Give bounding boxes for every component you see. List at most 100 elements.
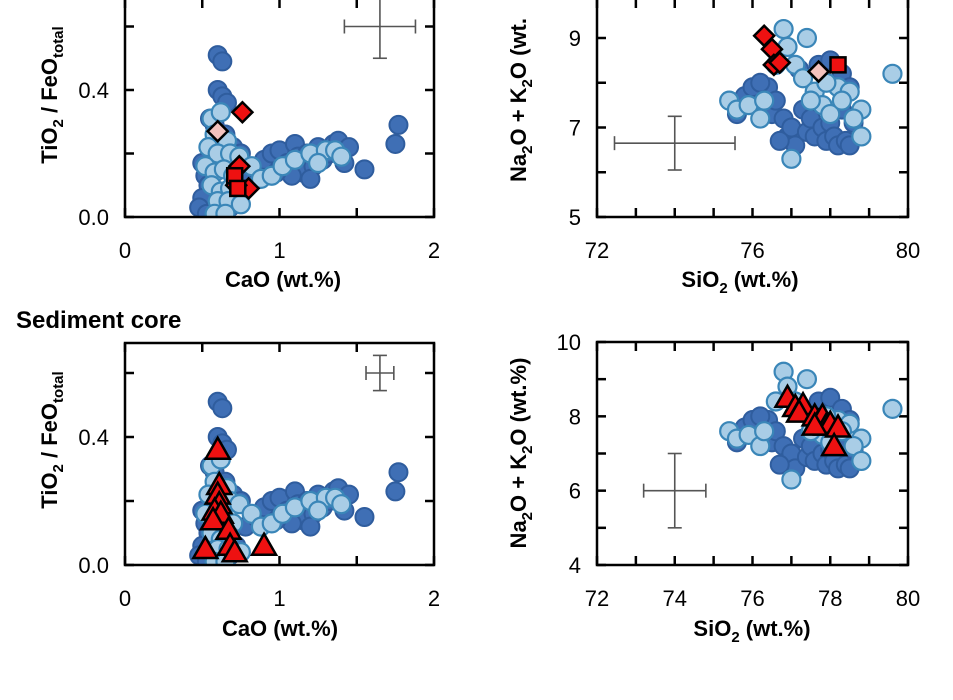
error-bar [642, 452, 707, 529]
x-tick-label: 0 [119, 238, 131, 263]
x-tick-label: 80 [896, 238, 920, 263]
plot-frame [595, 0, 910, 219]
plot-frame [123, 341, 436, 567]
series-triangle-red [773, 383, 853, 457]
x-tick-label: 76 [740, 238, 764, 263]
panel-top-right: 72 76 80 5 7 9 [569, 0, 920, 263]
plot-frame [123, 0, 436, 219]
top-left-ylabel: TiO2 / FeOtotal [37, 26, 67, 163]
data-point [882, 398, 903, 419]
y-tick-label: 7 [569, 116, 581, 141]
data-point [851, 126, 872, 147]
data-point [820, 103, 841, 125]
y-tick-label: 5 [569, 205, 581, 230]
data-point [750, 108, 771, 129]
top-right-ylabel: Na2O + K2O (wt. [506, 18, 536, 182]
data-point [823, 412, 853, 438]
series-circle-light_blue [195, 102, 352, 217]
bottom-right-ylabel: Na2O + K2O (wt.%) [506, 358, 536, 549]
bottom-left-ylabel: TiO2 / FeOtotal [37, 371, 67, 508]
data-point [308, 152, 329, 174]
data-point [773, 18, 794, 40]
x-tick-label: 72 [585, 238, 609, 263]
points-layer [719, 18, 903, 169]
y-tick-label: 6 [569, 479, 581, 504]
points-layer [189, 45, 409, 217]
data-point [388, 114, 409, 135]
data-point [308, 500, 329, 521]
data-point [784, 398, 814, 423]
y-tick-label: 0.0 [78, 205, 109, 230]
x-tick-label: 72 [585, 586, 609, 611]
data-point [215, 203, 236, 217]
data-point [212, 398, 233, 419]
data-point [385, 481, 406, 502]
data-point [212, 51, 233, 72]
x-tick-label: 2 [428, 238, 440, 263]
points-layer [189, 391, 409, 565]
data-point [385, 133, 406, 154]
data-point [792, 68, 814, 89]
data-point [198, 505, 228, 531]
data-point [882, 63, 903, 84]
x-tick-label: 1 [273, 586, 285, 611]
data-point [781, 148, 802, 169]
series-square-red [829, 56, 847, 74]
y-tick-label: 0.4 [78, 78, 109, 103]
data-point [331, 146, 352, 167]
data-point [203, 435, 232, 461]
error-bar [365, 354, 395, 392]
data-point [754, 421, 775, 442]
data-point [781, 469, 802, 490]
data-point [191, 534, 220, 560]
data-point [800, 90, 821, 111]
y-tick-label: 0.4 [78, 425, 109, 450]
top-right-xlabel: SiO2 (wt.%) [681, 267, 798, 297]
x-tick-label: 78 [818, 586, 842, 611]
data-point [800, 411, 829, 436]
data-point [796, 369, 818, 390]
series-circle-light_blue [719, 18, 903, 169]
panel-top-left: 0 1 2 0.0 0.4 [78, 0, 440, 263]
error-bar [343, 0, 417, 60]
x-tick-label: 74 [663, 586, 687, 611]
x-tick-label: 76 [740, 586, 764, 611]
x-tick-label: 80 [896, 586, 920, 611]
series-triangle-red [191, 435, 279, 563]
data-point [796, 27, 818, 49]
data-point [229, 179, 247, 198]
data-point [767, 50, 792, 75]
data-point [851, 450, 872, 472]
data-point [769, 454, 790, 475]
data-point [354, 507, 375, 527]
data-point [230, 100, 255, 124]
data-point [220, 537, 249, 563]
data-point [754, 90, 775, 111]
y-tick-label: 8 [569, 404, 581, 429]
y-tick-label: 10 [557, 330, 581, 355]
y-tick-label: 4 [569, 553, 581, 578]
data-point [300, 168, 321, 189]
series-diamond-red [752, 23, 792, 77]
points-layer [719, 361, 903, 490]
x-tick-label: 2 [428, 586, 440, 611]
x-tick-label: 1 [273, 238, 285, 263]
data-point [249, 531, 279, 557]
series-diamond-pink [205, 119, 230, 144]
y-tick-label: 0.0 [78, 553, 109, 578]
bottom-left-xlabel: CaO (wt.%) [222, 616, 338, 641]
data-point [750, 72, 771, 93]
data-point [829, 56, 847, 74]
plot-frame [595, 340, 910, 567]
y-tick-label: 9 [569, 26, 581, 51]
error-bar [613, 115, 736, 171]
section-title: Sediment core [16, 307, 181, 334]
bottom-right-xlabel: SiO2 (wt.%) [693, 616, 810, 646]
data-point [831, 90, 853, 111]
top-left-xlabel: CaO (wt.%) [225, 267, 341, 292]
panel-bottom-left: 0 1 2 0.0 0.4 [78, 341, 440, 611]
data-point [769, 130, 790, 151]
data-point [205, 119, 230, 144]
data-point [843, 108, 864, 129]
